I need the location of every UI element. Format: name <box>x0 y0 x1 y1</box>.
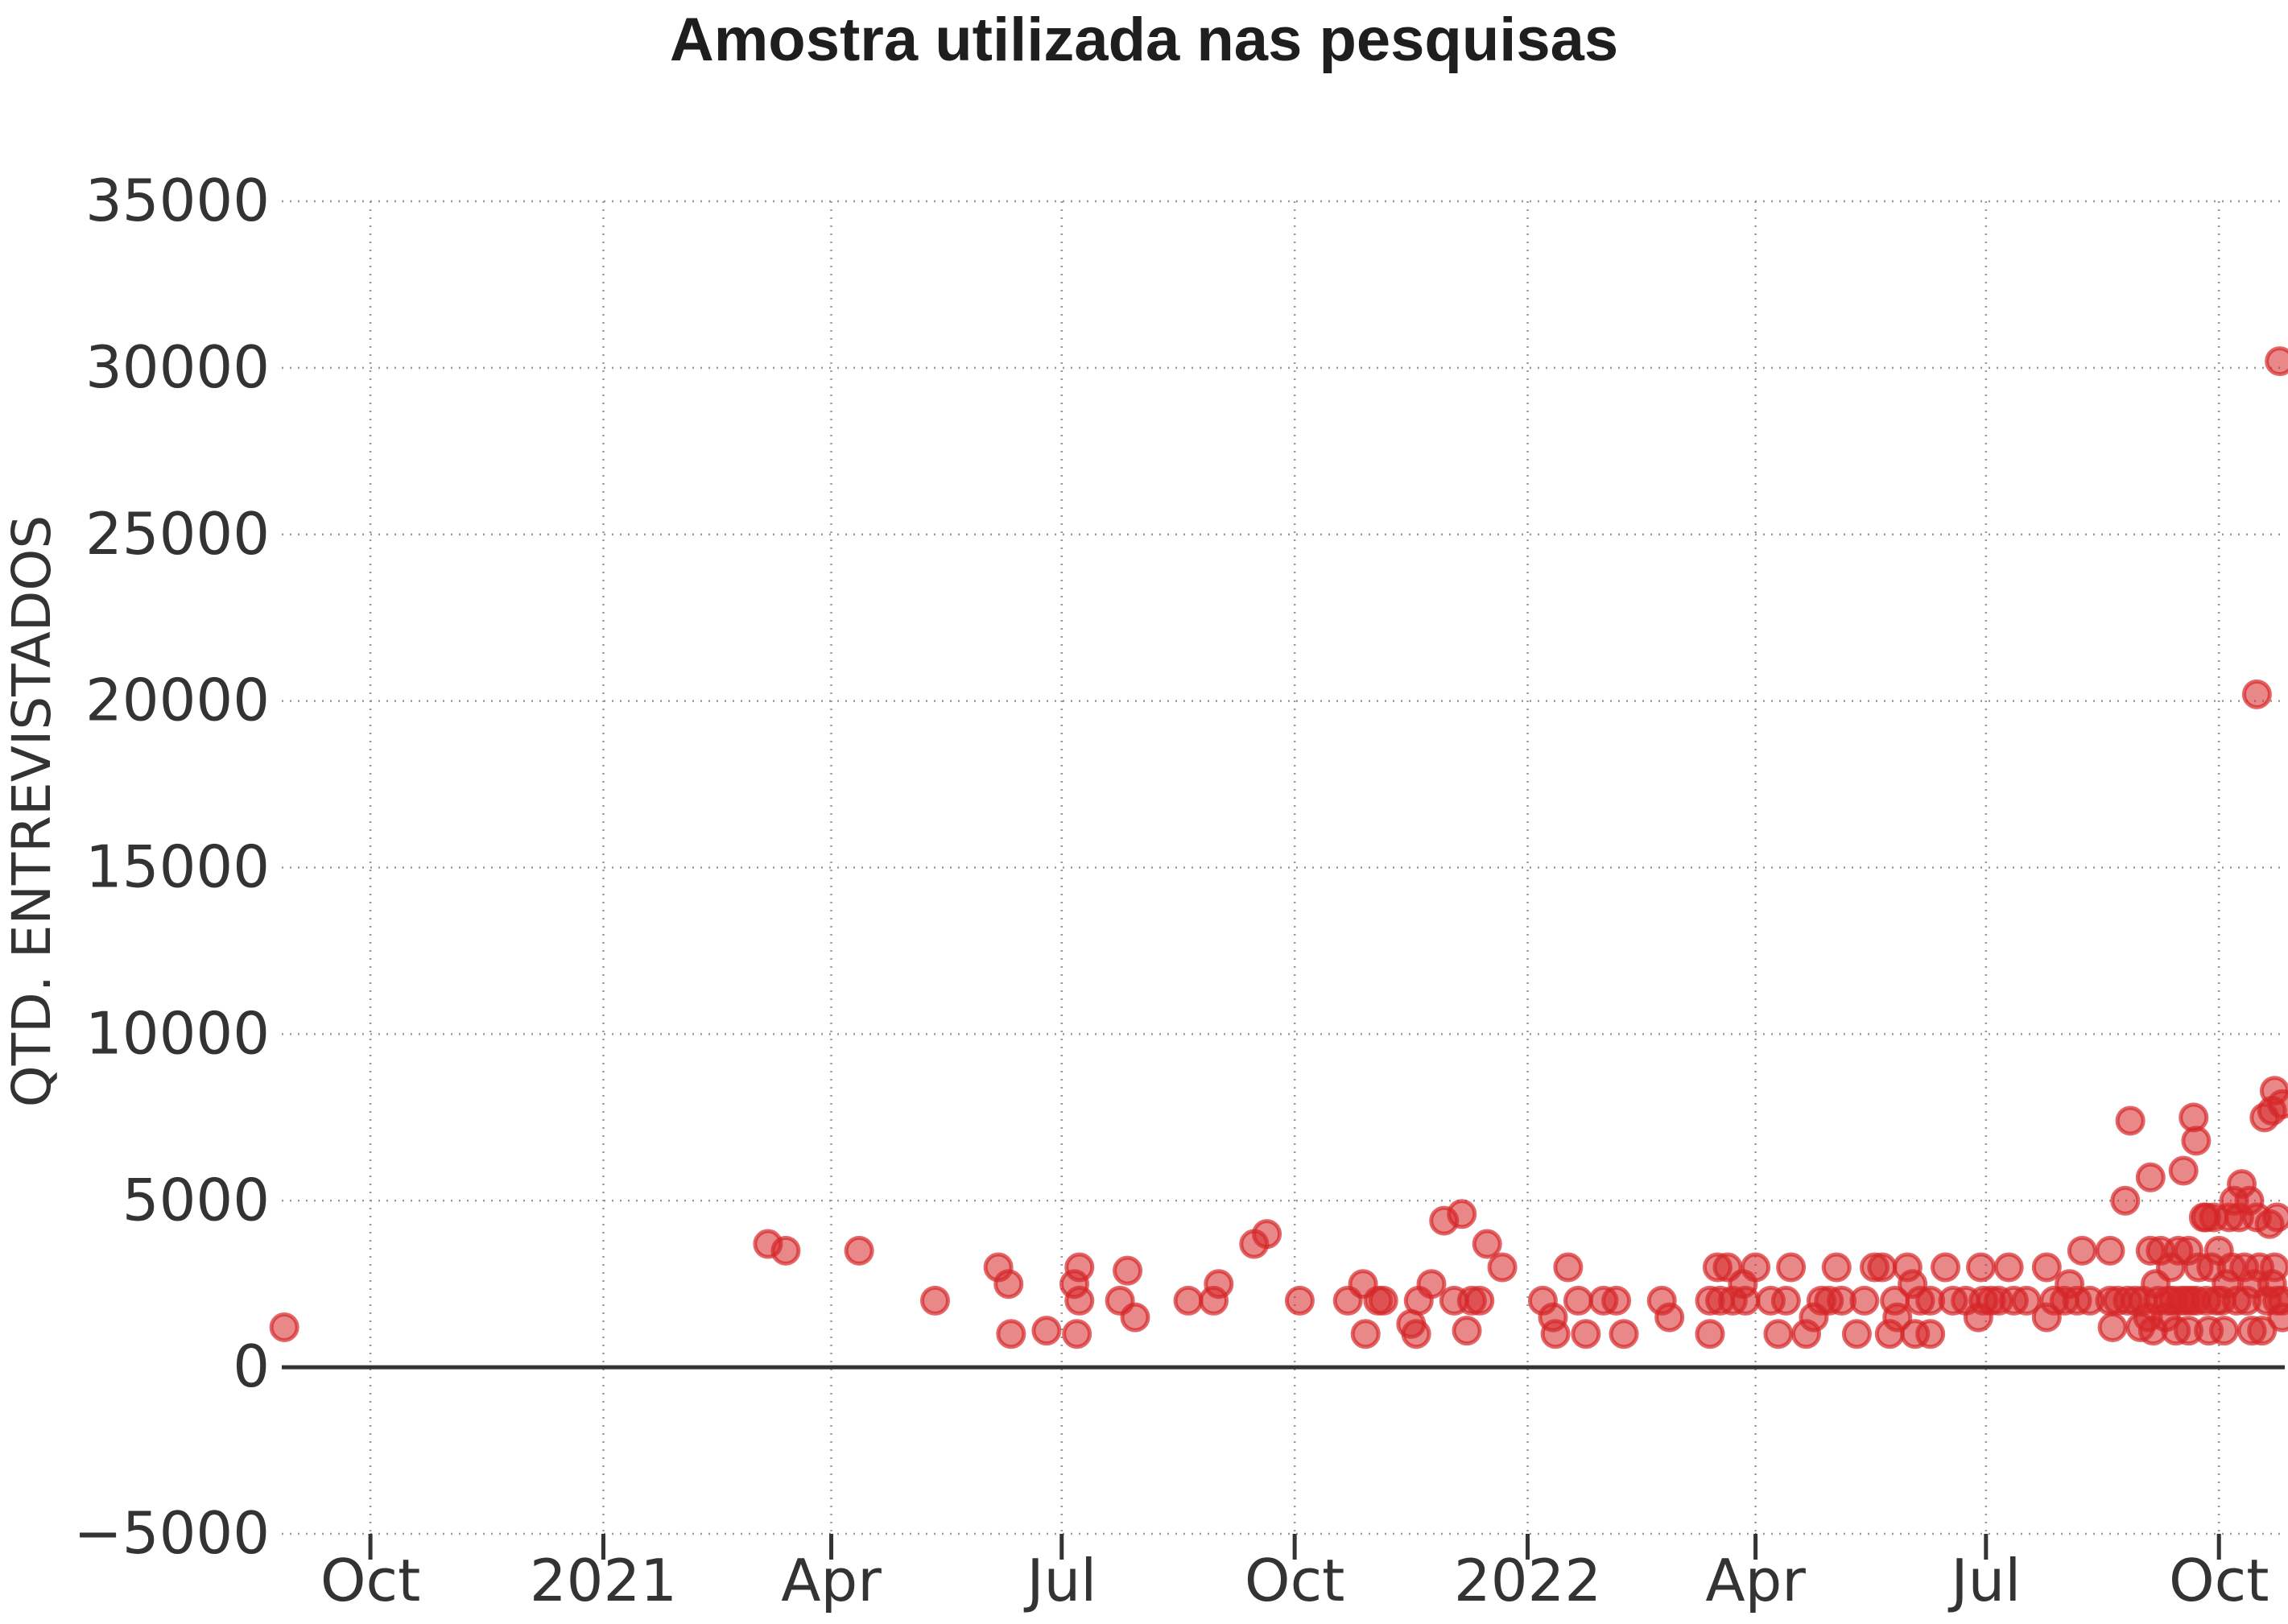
data-point <box>2115 1105 2146 1136</box>
data-point <box>1553 1252 1584 1283</box>
data-point <box>2267 1285 2288 1316</box>
data-point <box>2031 1252 2062 1283</box>
y-tick-label: 20000 <box>85 667 270 734</box>
data-point <box>2259 1252 2288 1283</box>
y-tick-label: 25000 <box>85 500 270 568</box>
data-point <box>1452 1316 1482 1346</box>
data-point <box>1173 1285 1204 1316</box>
data-point <box>1563 1285 1593 1316</box>
data-point <box>1064 1285 1095 1316</box>
data-point <box>1487 1252 1518 1283</box>
data-point <box>1821 1252 1852 1283</box>
y-tick-label: 10000 <box>85 999 270 1067</box>
data-point <box>1252 1219 1282 1250</box>
data-point <box>1284 1285 1315 1316</box>
data-point <box>1601 1285 1632 1316</box>
data-point <box>2247 1316 2278 1346</box>
tick-labels: −5000 0 5000 10000 15000 20000 25000 30000 35000… <box>1 167 2269 1614</box>
data-point <box>1741 1252 1771 1283</box>
data-point <box>2181 1126 2212 1156</box>
data-point <box>2168 1155 2199 1186</box>
data-point <box>920 1285 951 1316</box>
data-point <box>1350 1319 1381 1349</box>
data-point <box>1776 1252 1807 1283</box>
data-point <box>1931 1252 1961 1283</box>
data-point <box>1113 1255 1143 1286</box>
data-point <box>1841 1319 1872 1349</box>
data-point <box>1882 1302 1913 1333</box>
chart-title: Amostra utilizada nas pesquisas <box>669 6 1619 74</box>
data-point <box>269 1312 299 1342</box>
data-point <box>1540 1319 1571 1349</box>
data-point <box>1867 1252 1898 1283</box>
data-point <box>2265 346 2288 377</box>
x-tick-label: Jul <box>1023 1547 1097 1614</box>
data-point <box>2209 1316 2240 1346</box>
data-point <box>844 1235 874 1266</box>
x-tick-label: Oct <box>320 1547 421 1614</box>
data-point <box>2095 1235 2125 1266</box>
data-point <box>1571 1319 1601 1349</box>
data-point <box>1401 1319 1431 1349</box>
x-tick-label: Apr <box>781 1547 882 1614</box>
data-point <box>2267 1089 2288 1119</box>
data-point <box>1472 1229 1502 1259</box>
data-point <box>2135 1162 2166 1192</box>
data-point <box>2011 1285 2042 1316</box>
x-tick-label: 2021 <box>530 1547 677 1614</box>
data-point <box>1062 1319 1092 1349</box>
data-point <box>1204 1269 1234 1300</box>
x-tick-label: 2022 <box>1454 1547 1601 1614</box>
y-tick-label: −5000 <box>73 1499 270 1567</box>
data-point <box>1770 1285 1801 1316</box>
data-point <box>1966 1252 1997 1283</box>
data-point <box>2110 1185 2141 1216</box>
data-point <box>1447 1199 1477 1229</box>
data-point <box>1064 1252 1095 1283</box>
data-point <box>993 1269 1024 1300</box>
data-point <box>770 1235 801 1266</box>
y-tick-label: 30000 <box>85 333 270 401</box>
x-tick-label: Apr <box>1705 1547 1806 1614</box>
y-tick-label: 0 <box>233 1333 270 1400</box>
data-point <box>2097 1312 2128 1342</box>
y-tick-label: 35000 <box>85 167 270 234</box>
data-point <box>2067 1235 2097 1266</box>
data-point <box>1763 1319 1794 1349</box>
data-point <box>1416 1269 1447 1300</box>
gridlines <box>282 200 2285 1535</box>
data-point <box>1849 1285 1880 1316</box>
data-point <box>1120 1302 1150 1333</box>
x-tick-label: Jul <box>1947 1547 2021 1614</box>
axes <box>282 1365 2285 1560</box>
x-tick-label: Oct <box>1245 1547 1345 1614</box>
data-point <box>996 1319 1026 1349</box>
y-axis-label: QTD. ENTREVISTADOS <box>1 515 63 1108</box>
data-point <box>1464 1285 1495 1316</box>
y-tick-label: 5000 <box>122 1166 270 1233</box>
x-tick-label: Oct <box>2169 1547 2269 1614</box>
data-points <box>269 346 2288 1349</box>
data-point <box>1993 1252 2024 1283</box>
data-point <box>1609 1319 1639 1349</box>
data-point <box>1730 1285 1761 1316</box>
data-point <box>1368 1285 1398 1316</box>
y-tick-label: 15000 <box>85 833 270 901</box>
data-point <box>1654 1302 1685 1333</box>
data-point <box>1695 1319 1725 1349</box>
data-point <box>1031 1316 1062 1346</box>
data-point <box>2241 679 2272 709</box>
data-point <box>1915 1319 1946 1349</box>
data-point <box>2262 1202 2288 1233</box>
